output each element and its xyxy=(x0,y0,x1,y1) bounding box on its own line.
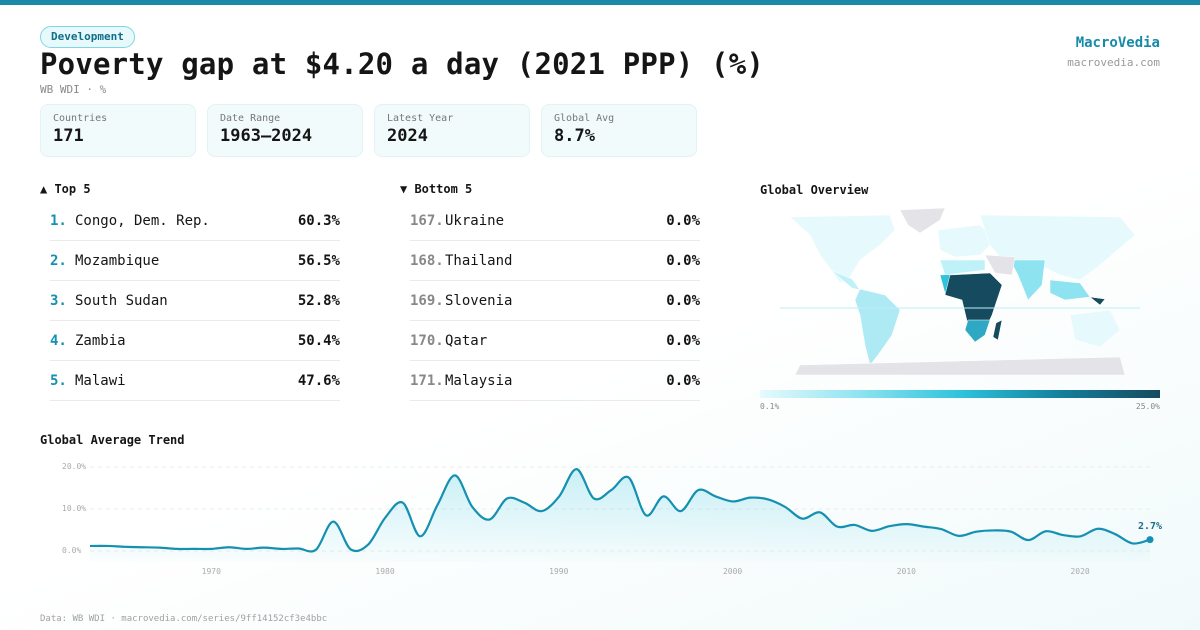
list-item[interactable]: 171. Malaysia 0.0% xyxy=(410,361,700,401)
rank: 5. xyxy=(50,372,67,389)
country-name: Thailand xyxy=(445,252,513,269)
top-accent-bar xyxy=(0,0,1200,5)
value: 0.0% xyxy=(666,372,700,389)
list-item[interactable]: 168. Thailand 0.0% xyxy=(410,241,700,281)
map-region-greenland[interactable] xyxy=(899,207,946,234)
country-name: Zambia xyxy=(75,332,126,349)
country-name: Malawi xyxy=(75,372,126,389)
x-tick-label: 1970 xyxy=(201,567,221,576)
x-tick-label: 2010 xyxy=(896,567,916,576)
footer-source: Data: WB WDI · macrovedia.com/series/9ff… xyxy=(40,614,328,624)
stat-label: Latest Year xyxy=(387,113,454,124)
last-value-label: 2.7% xyxy=(1138,521,1163,532)
rank: 167. xyxy=(410,212,444,229)
page-subtitle: WB WDI · % xyxy=(40,83,107,96)
map-region-papua[interactable] xyxy=(1089,296,1106,306)
country-name: Congo, Dem. Rep. xyxy=(75,212,210,229)
value: 50.4% xyxy=(297,332,340,349)
list-item[interactable]: 167. Ukraine 0.0% xyxy=(410,201,700,241)
stat-value: 2024 xyxy=(387,126,428,146)
x-tick-label: 1990 xyxy=(549,567,569,576)
rank: 1. xyxy=(50,212,67,229)
map-region-southern-africa[interactable] xyxy=(964,319,991,343)
rank: 2. xyxy=(50,252,67,269)
trend-line xyxy=(89,468,1151,553)
map-region-north-america[interactable] xyxy=(789,214,896,284)
list-item[interactable]: 4. Zambia 50.4% xyxy=(50,321,340,361)
brand-name[interactable]: MacroVedia xyxy=(1075,35,1160,51)
map-region-middle-east[interactable] xyxy=(984,254,1016,276)
value: 0.0% xyxy=(666,332,700,349)
y-tick-label: 20.0% xyxy=(62,462,87,471)
map-region-north-africa[interactable] xyxy=(939,259,986,276)
stat-label: Date Range xyxy=(220,113,281,124)
x-tick-label: 1980 xyxy=(375,567,395,576)
trend-chart xyxy=(89,466,1154,562)
top5-heading: ▲ Top 5 xyxy=(40,182,91,196)
rank: 4. xyxy=(50,332,67,349)
list-item[interactable]: 2. Mozambique 56.5% xyxy=(50,241,340,281)
chart-title: Global Average Trend xyxy=(40,433,185,447)
stat-value: 1963–2024 xyxy=(220,126,313,146)
map-region-australia[interactable] xyxy=(1069,309,1121,348)
brand-url[interactable]: macrovedia.com xyxy=(1067,56,1160,69)
stat-card-latest-year: Latest Year 2024 xyxy=(374,104,530,157)
page-title: Poverty gap at $4.20 a day (2021 PPP) (%… xyxy=(40,47,765,81)
stat-label: Global Avg xyxy=(554,113,615,124)
y-tick-label: 10.0% xyxy=(62,504,87,513)
trend-area xyxy=(90,469,1150,562)
list-item[interactable]: 1. Congo, Dem. Rep. 60.3% xyxy=(50,201,340,241)
value: 56.5% xyxy=(297,252,340,269)
list-item[interactable]: 169. Slovenia 0.0% xyxy=(410,281,700,321)
country-name: South Sudan xyxy=(75,292,168,309)
list-item[interactable]: 170. Qatar 0.0% xyxy=(410,321,700,361)
rank: 168. xyxy=(410,252,444,269)
category-badge[interactable]: Development xyxy=(40,26,135,48)
x-tick-label: 2020 xyxy=(1070,567,1090,576)
x-tick-label: 2000 xyxy=(722,567,743,576)
rank: 3. xyxy=(50,292,67,309)
value: 47.6% xyxy=(297,372,340,389)
stat-value: 8.7% xyxy=(554,126,595,146)
country-name: Mozambique xyxy=(75,252,160,269)
map-heading: Global Overview xyxy=(760,183,869,197)
data-point-2024 xyxy=(1146,536,1154,544)
stat-card-global-avg: Global Avg 8.7% xyxy=(541,104,697,157)
stat-label: Countries xyxy=(53,113,108,124)
list-item[interactable]: 5. Malawi 47.6% xyxy=(50,361,340,401)
map-region-south-america[interactable] xyxy=(854,288,901,366)
list-item[interactable]: 3. South Sudan 52.8% xyxy=(50,281,340,321)
value: 0.0% xyxy=(666,292,700,309)
value: 0.0% xyxy=(666,252,700,269)
rank: 171. xyxy=(410,372,444,389)
map-region-madagascar[interactable] xyxy=(992,319,1003,341)
y-tick-label: 0.0% xyxy=(62,546,82,555)
map-region-south-asia[interactable] xyxy=(1009,259,1046,301)
value: 60.3% xyxy=(297,212,340,229)
country-name: Ukraine xyxy=(445,212,505,229)
country-name: Qatar xyxy=(445,332,488,349)
value: 52.8% xyxy=(297,292,340,309)
rank: 170. xyxy=(410,332,444,349)
stat-card-countries: Countries 171 xyxy=(40,104,196,157)
map-region-antarctica[interactable] xyxy=(794,356,1126,376)
legend-min: 0.1% xyxy=(760,402,780,411)
world-map[interactable] xyxy=(780,205,1140,380)
stat-value: 171 xyxy=(53,126,84,146)
country-name: Malaysia xyxy=(445,372,513,389)
legend-max: 25.0% xyxy=(1135,402,1160,411)
map-region-southeast-asia[interactable] xyxy=(1049,279,1091,301)
bottom5-heading: ▼ Bottom 5 xyxy=(400,182,473,196)
rank: 169. xyxy=(410,292,444,309)
map-region-europe[interactable] xyxy=(937,224,996,258)
map-color-legend xyxy=(760,390,1160,398)
country-name: Slovenia xyxy=(445,292,513,309)
stat-card-date-range: Date Range 1963–2024 xyxy=(207,104,363,157)
value: 0.0% xyxy=(666,212,700,229)
